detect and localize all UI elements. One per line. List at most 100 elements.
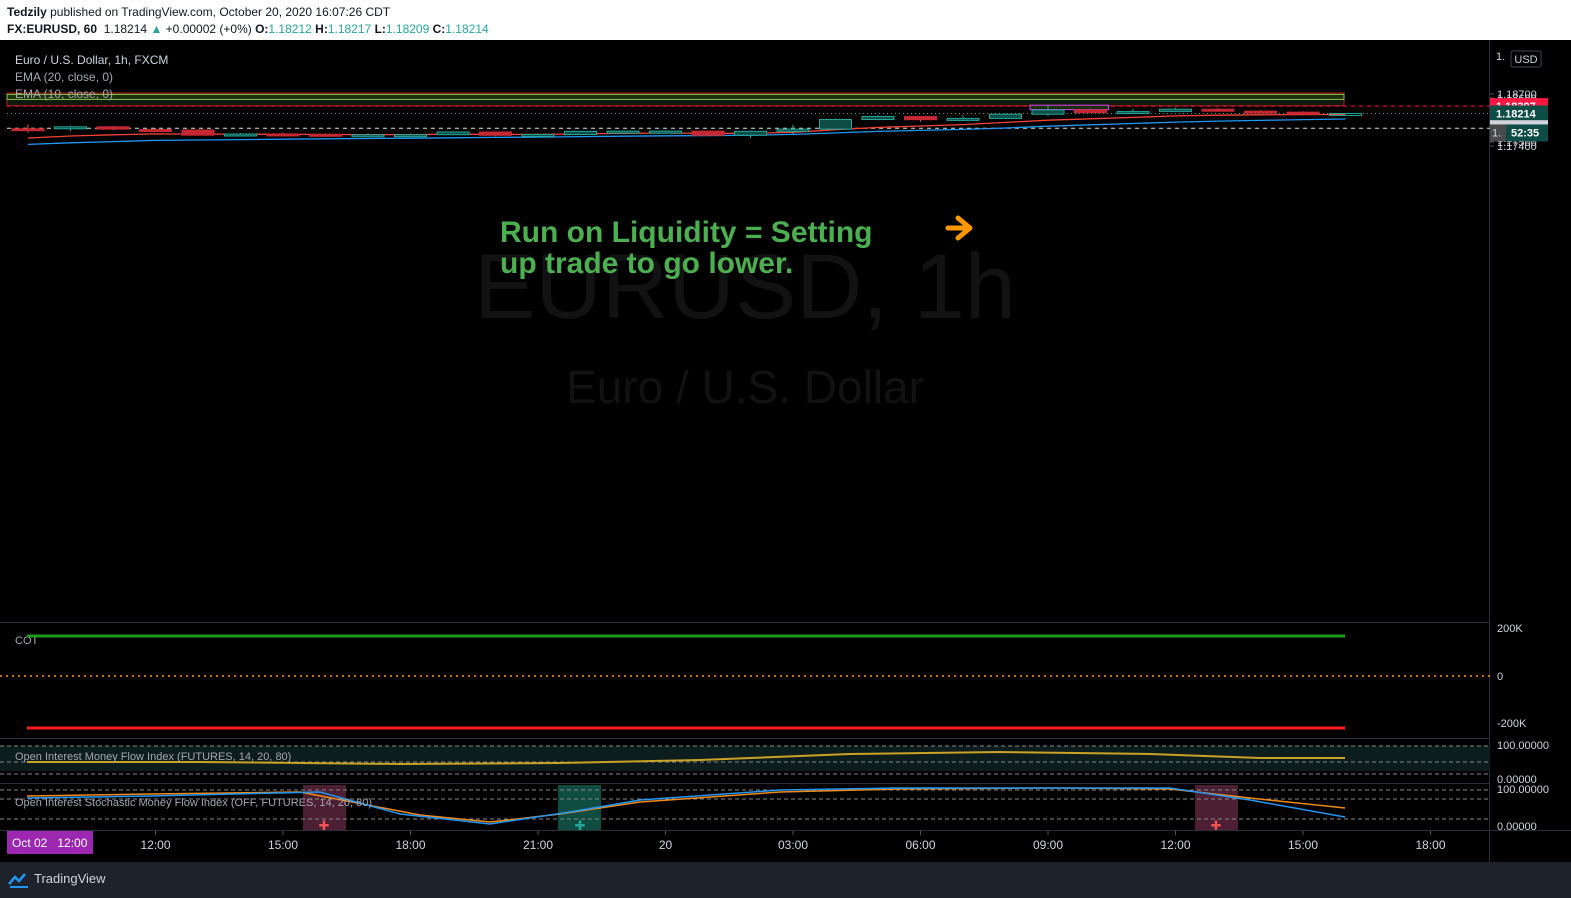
liquidity-box[interactable] <box>1029 104 1109 111</box>
footer-bar: TradingView <box>0 862 1571 898</box>
open-label: O: <box>255 22 269 36</box>
publish-line: Tedzily published on TradingView.com, Oc… <box>7 5 390 19</box>
annotation-line-2[interactable]: up trade to go lower. <box>500 247 793 280</box>
candle[interactable] <box>181 129 215 136</box>
candle[interactable] <box>521 133 555 137</box>
oismfi-title[interactable]: Open Interest Stochastic Money Flow Inde… <box>15 797 372 809</box>
publish-info: published on TradingView.com, October 20… <box>46 5 391 19</box>
price-tick-label: 1.18700 <box>1497 89 1537 101</box>
candle[interactable] <box>1329 112 1362 116</box>
candle[interactable] <box>606 130 640 134</box>
candle-body <box>734 130 767 136</box>
time-tick-label: 21:00 <box>523 838 553 852</box>
candle[interactable] <box>266 132 300 137</box>
oismfi-line <box>26 787 1346 825</box>
legend-title[interactable]: Euro / U.S. Dollar, 1h, FXCM <box>15 53 168 67</box>
candle-body <box>776 128 810 132</box>
oimfi-tick: 0.00000 <box>1497 774 1537 786</box>
candle-body <box>1159 108 1192 112</box>
candle-body <box>606 130 640 134</box>
countdown-badge[interactable] <box>1506 124 1548 142</box>
oismfi-tick: 0.00000 <box>1497 821 1537 833</box>
last-price: 1.18214 <box>103 22 148 36</box>
candle-body <box>1031 109 1065 115</box>
oismfi-tick: 100.00000 <box>1497 784 1549 796</box>
candle[interactable] <box>691 130 725 136</box>
candle[interactable] <box>1286 111 1320 115</box>
candle-body <box>649 130 682 134</box>
tradingview-logo-icon[interactable] <box>8 872 30 888</box>
candle[interactable] <box>649 130 682 134</box>
low-value: 1.18209 <box>385 22 430 36</box>
chart-area[interactable]: EURUSD, 1h Euro / U.S. Dollar Euro / U.S… <box>0 40 1571 862</box>
candle-body <box>1244 110 1277 114</box>
candle-body <box>479 131 512 136</box>
candle-body <box>1074 109 1107 114</box>
candle-body <box>181 129 215 136</box>
candle[interactable] <box>904 116 937 122</box>
cot-title[interactable]: COT <box>15 635 39 647</box>
arrow-icon[interactable] <box>945 215 973 241</box>
candle[interactable] <box>1074 108 1107 114</box>
countdown-prefix-badge <box>1490 124 1506 142</box>
candle[interactable] <box>734 130 767 138</box>
candle[interactable] <box>224 133 257 137</box>
countdown-label: 52:35 <box>1511 127 1539 139</box>
candle[interactable] <box>394 133 427 138</box>
price-change: +0.00002 (+0%) <box>165 22 252 36</box>
candle[interactable] <box>436 131 470 136</box>
candle[interactable] <box>1201 108 1235 112</box>
candle[interactable] <box>479 131 512 137</box>
countdown-prefix: 1. <box>1492 127 1501 139</box>
candle[interactable] <box>1159 107 1192 112</box>
candle[interactable] <box>351 133 385 138</box>
candle[interactable] <box>946 115 980 121</box>
last-price-badge[interactable] <box>1490 105 1548 123</box>
candle[interactable] <box>1244 110 1277 114</box>
plus-icon: ✚ <box>1211 818 1222 833</box>
candle[interactable] <box>11 124 45 133</box>
time-tick-label: 18:00 <box>395 838 425 852</box>
candle-body <box>11 128 45 132</box>
candle-body <box>309 133 342 137</box>
candle[interactable] <box>1116 108 1150 115</box>
close-value: 1.18214 <box>445 22 489 36</box>
candle[interactable] <box>54 125 87 132</box>
up-arrow-icon: ▲ <box>150 22 163 36</box>
time-cursor-label: Oct 02 12:00 <box>12 836 88 850</box>
footer-brand[interactable]: TradingView <box>34 871 106 886</box>
time-tick-label: 15:00 <box>268 838 298 852</box>
candle[interactable] <box>776 124 810 134</box>
price-tick-label: 1.17400 <box>1497 141 1537 153</box>
watermark-name: Euro / U.S. Dollar <box>566 361 924 413</box>
legend-ema20[interactable]: EMA (20, close, 0) <box>15 70 113 84</box>
candle[interactable] <box>1031 105 1065 116</box>
low-label: L: <box>374 22 386 36</box>
oimfi-title[interactable]: Open Interest Money Flow Index (FUTURES,… <box>15 751 291 763</box>
candle-body <box>691 130 725 136</box>
candle-body <box>436 131 470 136</box>
candle[interactable] <box>309 133 342 137</box>
candle-body <box>96 126 130 130</box>
oimfi-line <box>27 750 1345 766</box>
candle-body <box>139 129 172 133</box>
time-cursor-badge[interactable] <box>7 831 93 854</box>
close-label: C: <box>432 22 446 36</box>
candle[interactable] <box>139 128 172 133</box>
high-value: 1.18217 <box>327 22 372 36</box>
candle-body <box>946 117 980 121</box>
high-label: H: <box>315 22 328 36</box>
candle[interactable] <box>564 130 597 135</box>
currency-badge[interactable] <box>1510 50 1542 68</box>
candle[interactable] <box>989 113 1022 119</box>
inner-supply-zone[interactable] <box>6 93 1345 100</box>
legend-ema10[interactable]: EMA (10, close, 0) <box>15 87 113 101</box>
time-tick-label: 15:00 <box>1288 838 1318 852</box>
annotation-line-1[interactable]: Run on Liquidity = Setting <box>500 216 872 249</box>
candle[interactable] <box>861 115 895 121</box>
candle[interactable] <box>96 125 130 130</box>
time-tick-label: 06:00 <box>905 838 935 852</box>
candle[interactable] <box>819 118 852 130</box>
author-name[interactable]: Tedzily <box>7 5 47 19</box>
candle-body <box>351 134 385 138</box>
